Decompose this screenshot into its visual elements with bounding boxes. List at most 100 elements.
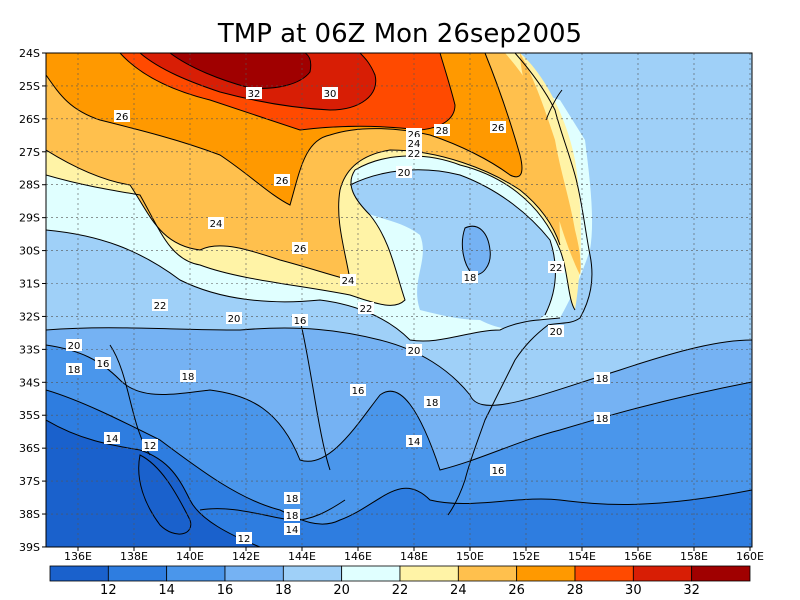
- colorbar-swatch: [457, 565, 518, 582]
- colorbar-swatch: [632, 565, 693, 582]
- lon-tick-label: 140E: [176, 550, 204, 563]
- lon-tick-label: 158E: [680, 550, 708, 563]
- contour-label-bg: [66, 339, 82, 351]
- colorbar-swatch: [341, 565, 401, 582]
- contour-label: 14: [286, 525, 299, 536]
- contour-label: 16: [97, 359, 110, 370]
- lon-tick-label: 142E: [232, 550, 260, 563]
- colorbar-swatch: [224, 565, 284, 582]
- contour-label-bg: [292, 242, 308, 254]
- east-coastline: [447, 53, 593, 516]
- contour-14: [46, 389, 752, 525]
- contour-label: 18: [286, 494, 299, 505]
- lon-tick-label: 150E: [456, 550, 484, 563]
- lat-tick-label: 38S: [19, 508, 40, 521]
- contour-label: 16: [294, 316, 307, 327]
- contour-label-bg: [358, 302, 374, 314]
- contour-label: 18: [286, 511, 299, 522]
- contour-label: 18: [68, 365, 81, 376]
- contour-label: 26: [276, 176, 289, 187]
- colorbar-tick-label: 12: [100, 583, 117, 598]
- contour-label-bg: [594, 412, 610, 424]
- lat-tick-label: 28S: [19, 179, 40, 192]
- lat-tick-label: 33S: [19, 343, 40, 356]
- contour-20: [46, 229, 561, 342]
- colorbar-swatch: [166, 565, 226, 582]
- lat-tick-label: 32S: [19, 310, 40, 323]
- contour-12: [46, 419, 261, 547]
- band-20-22-inner: [347, 169, 556, 329]
- contour-label: 14: [106, 434, 119, 445]
- contour-label: 16: [492, 466, 505, 477]
- coast-detail: [545, 89, 563, 121]
- lat-tick-label: 24S: [19, 47, 40, 60]
- contour-label: 32: [248, 89, 261, 100]
- lon-tick-label: 144E: [288, 550, 316, 563]
- contour-label-bg: [246, 87, 262, 99]
- contour-label-bg: [322, 87, 338, 99]
- contour-label: 14: [408, 437, 421, 448]
- contour-label: 18: [596, 374, 609, 385]
- contour-16: [46, 344, 752, 471]
- contour-22: [46, 155, 576, 311]
- graticule: [46, 53, 752, 547]
- contour-label-bg: [406, 435, 422, 447]
- contour-label: 22: [360, 304, 373, 315]
- lat-tick-label: 31S: [19, 278, 40, 291]
- contour-12-pocket: [138, 454, 192, 535]
- contour-label-bg: [180, 370, 196, 382]
- contour-18-blob: [461, 225, 491, 276]
- colorbar-tick-label: 18: [275, 583, 292, 598]
- lat-tick-label: 39S: [19, 541, 40, 554]
- contour-label: 20: [550, 327, 563, 338]
- band-coastal-24-26: [520, 53, 581, 275]
- band-gt32: [170, 53, 311, 89]
- contour-label-bg: [274, 174, 290, 186]
- contour-label-bg: [66, 363, 82, 375]
- contour-label: 20: [68, 341, 81, 352]
- colorbar-swatch: [574, 565, 634, 582]
- contour-label-bg: [340, 274, 356, 286]
- contour-label-bg: [226, 312, 242, 324]
- contour-label-bg: [490, 464, 506, 476]
- contour-label: 20: [408, 346, 421, 357]
- lat-tick-label: 37S: [19, 475, 40, 488]
- colorbar-swatch: [49, 565, 109, 582]
- contour-label-bg: [462, 271, 478, 283]
- contour-30: [139, 53, 377, 111]
- contour-label-bg: [95, 357, 111, 369]
- lon-tick-label: 148E: [400, 550, 428, 563]
- colorbar-tick-label: 26: [508, 583, 525, 598]
- contour-label-bg: [396, 166, 412, 178]
- colorbar-tick-label: 30: [625, 583, 642, 598]
- contour-label: 12: [144, 441, 157, 452]
- contour-32: [169, 53, 312, 89]
- colorbar-tick-label: 28: [567, 583, 584, 598]
- colorbar-swatch: [516, 565, 576, 582]
- contour-label: 26: [294, 244, 307, 255]
- contour-label-bg: [292, 314, 308, 326]
- contour-26: [46, 53, 523, 206]
- lat-tick-label: 27S: [19, 146, 40, 159]
- contour-label: 26: [492, 123, 505, 134]
- contour-label-bg: [406, 344, 422, 356]
- contour-label: 24: [210, 219, 223, 230]
- contour-label-bg: [350, 384, 366, 396]
- contour-label: 12: [238, 534, 251, 545]
- contour-label: 22: [408, 149, 421, 160]
- band-12-14: [46, 390, 752, 547]
- contour-label: 16: [352, 386, 365, 397]
- lat-tick-label: 25S: [19, 80, 40, 93]
- contour-label: 26: [116, 112, 129, 123]
- contour-label-bg: [490, 121, 506, 133]
- contour-label-bg: [152, 299, 168, 311]
- contour-label: 24: [342, 276, 355, 287]
- lon-tick-label: 136E: [64, 550, 92, 563]
- lon-tick-label: 160E: [736, 550, 764, 563]
- colorbar-swatch: [282, 565, 343, 582]
- longitude-labels: 136E 138E 140E 142E 144E 146E 148E 150E 152E 154E…: [64, 547, 764, 563]
- map-title: TMP at 06Z Mon 26sep2005: [217, 19, 582, 49]
- contour-label: 24: [408, 139, 421, 150]
- contour-label: 18: [426, 398, 439, 409]
